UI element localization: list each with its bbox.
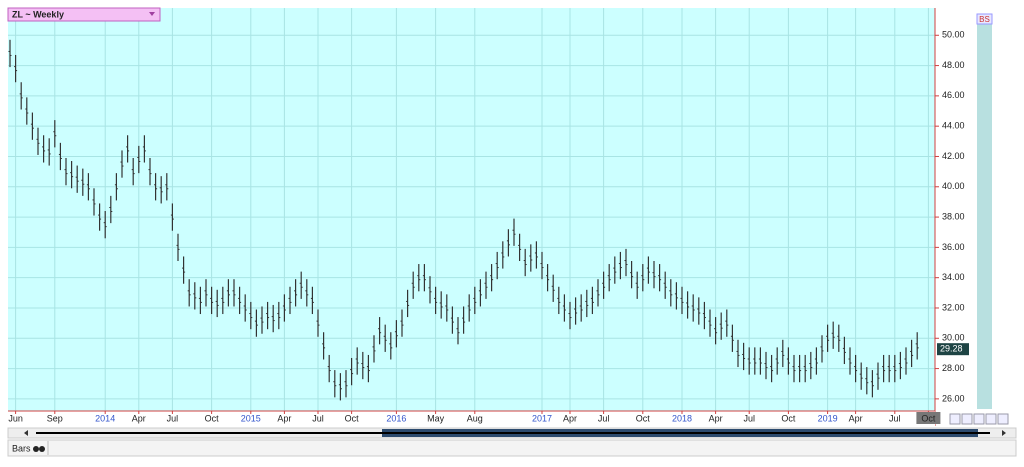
symbol-selector[interactable] xyxy=(7,7,161,22)
y-tick-label: 32.00 xyxy=(942,302,965,312)
last-price-box xyxy=(937,343,969,356)
plot-area xyxy=(8,8,935,411)
x-tick-label: Jun xyxy=(8,413,23,423)
side-strip xyxy=(977,14,992,409)
x-tick-label: Jul xyxy=(598,413,610,423)
y-tick-label: 26.00 xyxy=(942,393,965,403)
x-tick-label: Apr xyxy=(849,413,863,423)
zoom-button[interactable] xyxy=(961,413,973,425)
x-tick-label: 2018 xyxy=(672,413,692,423)
dropdown-arrow[interactable] xyxy=(149,12,155,16)
x-tick-label: Jul xyxy=(889,413,901,423)
y-tick-label: 36.00 xyxy=(942,242,965,252)
y-tick-label: 30.00 xyxy=(942,333,965,343)
x-tick-label: Oct xyxy=(636,413,651,423)
zoom-button[interactable] xyxy=(949,413,961,425)
zoom-button[interactable] xyxy=(973,413,985,425)
y-tick-label: 44.00 xyxy=(942,121,965,131)
x-tick-label: Sep xyxy=(47,413,63,423)
x-tick-label: Apr xyxy=(563,413,577,423)
x-axis-bar xyxy=(8,411,935,426)
x-tick-label: Jul xyxy=(167,413,179,423)
x-tick-label: 2019 xyxy=(818,413,838,423)
zoom-button[interactable] xyxy=(985,413,997,425)
current-period-box xyxy=(916,412,941,424)
x-tick-label: 2016 xyxy=(386,413,406,423)
footer-icon[interactable] xyxy=(39,446,45,452)
zoom-button[interactable] xyxy=(997,413,1009,425)
y-tick-label: 46.00 xyxy=(942,90,965,100)
status-bar xyxy=(7,439,1017,457)
y-tick-label: 34.00 xyxy=(942,272,965,282)
x-tick-label: Apr xyxy=(709,413,723,423)
x-tick-label: 2015 xyxy=(241,413,261,423)
y-tick-label: 38.00 xyxy=(942,211,965,221)
x-tick-label: Apr xyxy=(277,413,291,423)
x-tick-label: 2017 xyxy=(532,413,552,423)
x-tick-label: Oct xyxy=(345,413,360,423)
legend-marker-box xyxy=(976,13,993,25)
footer-icon[interactable] xyxy=(33,446,39,452)
x-tick-label: Oct xyxy=(781,413,796,423)
chart-title: ZL ~ Weekly xyxy=(12,9,64,19)
x-tick-label: May xyxy=(427,413,445,423)
y-tick-label: 42.00 xyxy=(942,151,965,161)
x-tick-label: Jul xyxy=(743,413,755,423)
x-tick-label: Oct xyxy=(921,413,936,423)
x-tick-label: Apr xyxy=(132,413,146,423)
y-tick-label: 40.00 xyxy=(942,181,965,191)
x-tick-label: 2014 xyxy=(95,413,115,423)
last-price-label: 29.28 xyxy=(940,344,963,354)
y-tick-label: 50.00 xyxy=(942,30,965,40)
zoom-buttons xyxy=(949,413,1009,425)
x-tick-label: Aug xyxy=(467,413,483,423)
y-tick-label: 48.00 xyxy=(942,60,965,70)
y-tick-label: 28.00 xyxy=(942,363,965,373)
x-tick-label: Oct xyxy=(205,413,220,423)
x-tick-label: Jul xyxy=(312,413,324,423)
legend-marker: BS xyxy=(979,15,990,24)
footer-label: Bars xyxy=(12,443,31,453)
